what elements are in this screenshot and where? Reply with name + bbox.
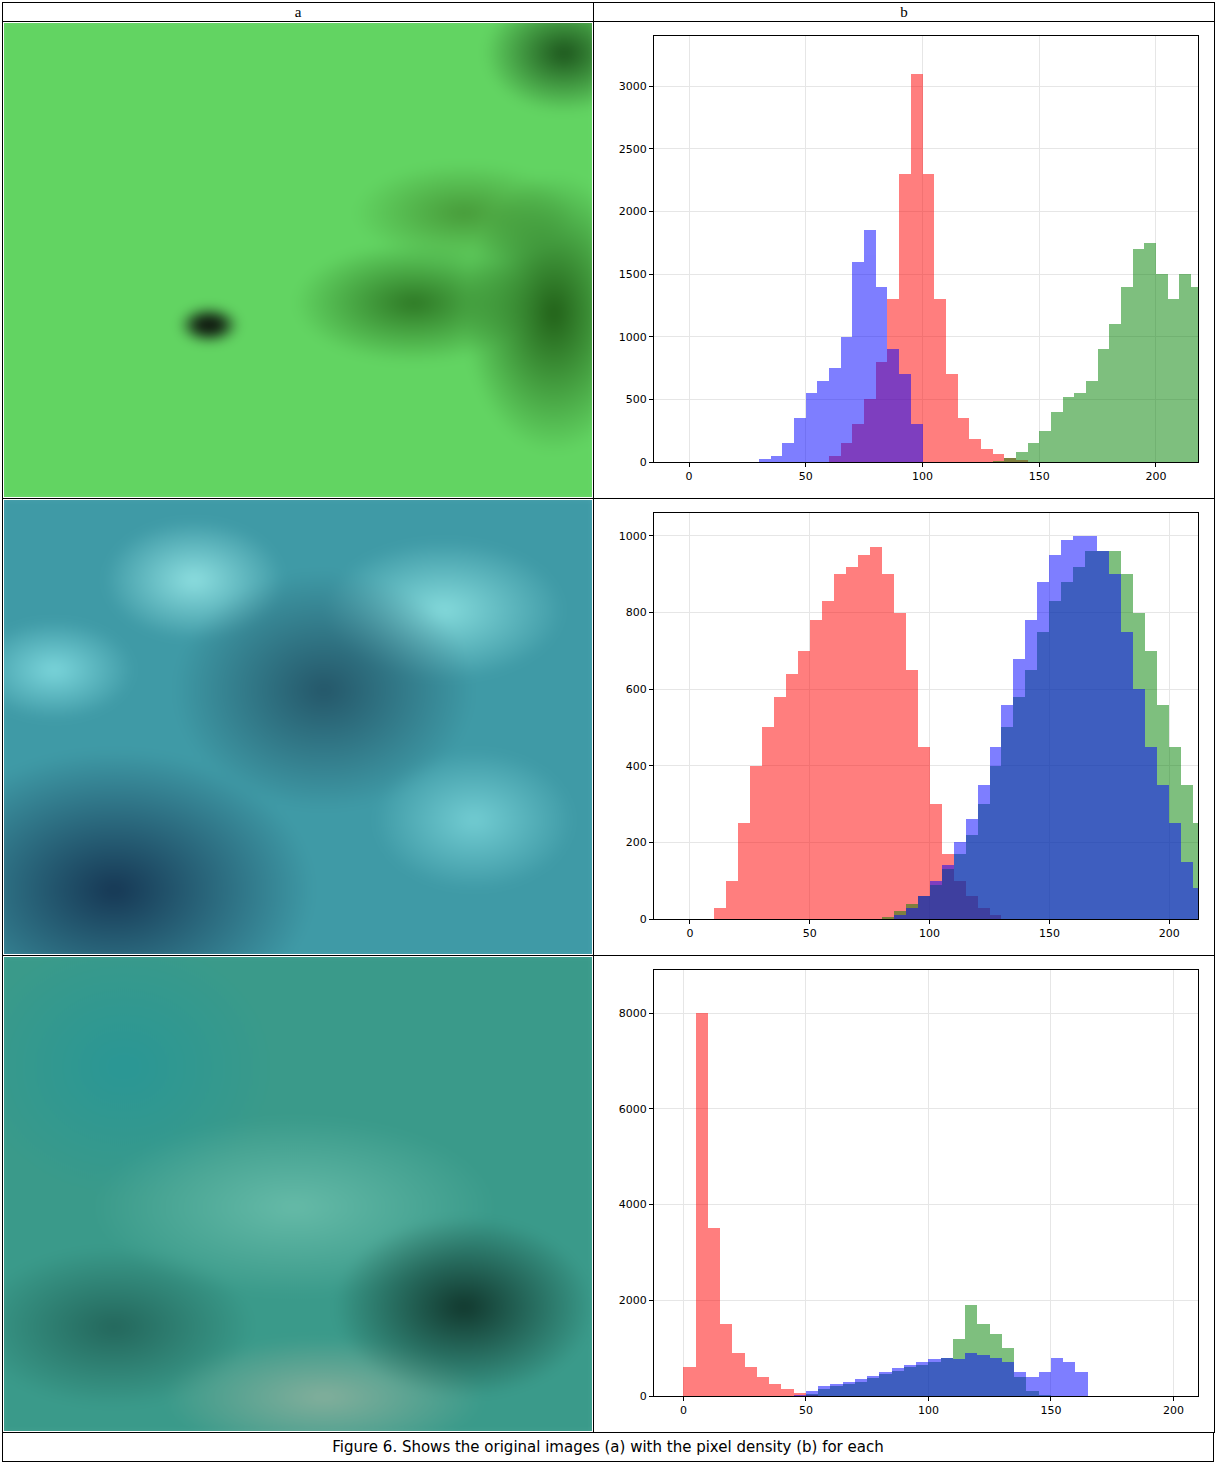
svg-text:500: 500: [626, 393, 647, 406]
svg-text:0: 0: [680, 1404, 687, 1417]
svg-text:0: 0: [686, 927, 693, 940]
svg-text:200: 200: [1145, 470, 1166, 483]
svg-text:2500: 2500: [619, 143, 647, 156]
svg-text:100: 100: [919, 927, 940, 940]
svg-text:100: 100: [918, 1404, 939, 1417]
svg-text:1000: 1000: [619, 331, 647, 344]
svg-text:100: 100: [912, 470, 933, 483]
svg-text:50: 50: [799, 470, 813, 483]
svg-text:200: 200: [626, 836, 647, 849]
svg-text:400: 400: [626, 760, 647, 773]
svg-text:600: 600: [626, 683, 647, 696]
svg-text:6000: 6000: [619, 1103, 647, 1116]
svg-text:3000: 3000: [619, 80, 647, 93]
svg-text:50: 50: [803, 927, 817, 940]
svg-text:50: 50: [799, 1404, 813, 1417]
svg-text:1000: 1000: [619, 530, 647, 543]
svg-text:0: 0: [686, 470, 693, 483]
svg-text:200: 200: [1159, 927, 1180, 940]
svg-text:4000: 4000: [619, 1198, 647, 1211]
svg-text:800: 800: [626, 606, 647, 619]
svg-text:2000: 2000: [619, 1294, 647, 1307]
svg-text:150: 150: [1040, 1404, 1061, 1417]
svg-text:0: 0: [640, 1390, 647, 1403]
html-text:a: a: [294, 4, 302, 20]
svg-text:200: 200: [1163, 1404, 1184, 1417]
svg-text:2000: 2000: [619, 205, 647, 218]
svg-text:1500: 1500: [619, 268, 647, 281]
svg-text:0: 0: [640, 456, 647, 469]
svg-text:150: 150: [1029, 470, 1050, 483]
html-text:b: b: [900, 4, 908, 20]
svg-text:0: 0: [640, 913, 647, 926]
svg-text:150: 150: [1039, 927, 1060, 940]
html-text:Figure 6. Shows the original i: Figure 6. Shows the original images (a) …: [332, 1438, 884, 1456]
svg-text:8000: 8000: [619, 1007, 647, 1020]
